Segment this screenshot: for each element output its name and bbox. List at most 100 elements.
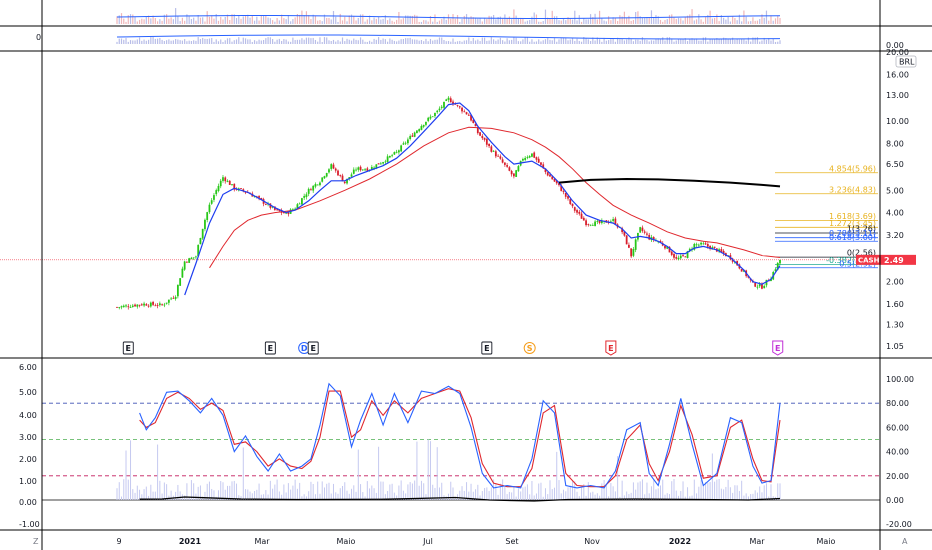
candle-body xyxy=(589,224,592,226)
oscillator-volume-bar xyxy=(603,479,605,500)
volume-bar xyxy=(745,40,747,44)
candle-body xyxy=(600,220,603,224)
volume-bar xyxy=(675,40,677,44)
volume-bar xyxy=(425,38,427,44)
candle-body xyxy=(677,257,680,260)
volume-bar xyxy=(553,16,556,24)
volume-bar xyxy=(465,14,468,24)
volume-bar xyxy=(222,41,224,44)
price-pane[interactable]: 20.00 16.00 13.00 10.00 8.00 6.50 5.00 4.00 3.20… xyxy=(0,48,932,359)
volume-bar xyxy=(732,37,734,44)
candle-body xyxy=(646,233,648,235)
oscillator-volume-bar xyxy=(747,496,749,500)
oscillator-volume-bar xyxy=(265,490,267,500)
volume-bar xyxy=(330,19,332,24)
volume-bar xyxy=(323,14,326,24)
volume-bar xyxy=(603,20,605,24)
volume-bar xyxy=(626,39,628,44)
candle-body xyxy=(382,162,385,164)
candle-body xyxy=(334,168,337,171)
volume-bar xyxy=(328,17,330,24)
oscillator-right-tick: -20.00 xyxy=(886,520,912,529)
fibonacci-extension[interactable]: 4.854(5.96) 3.236(4.83) 1.618(3.69)1.272(3… xyxy=(775,164,878,268)
oscillator-pane[interactable]: 6.00 5.00 4.00 3.00 2.00 1.00 0.00 -1.00 100.00… xyxy=(0,363,932,531)
volume-bar xyxy=(382,18,384,24)
oscillator-volume-bar xyxy=(260,494,262,500)
candle-body xyxy=(643,231,646,233)
zoom-button[interactable]: Z xyxy=(33,537,39,546)
auto-scale-button[interactable]: A xyxy=(902,537,908,546)
candle-body xyxy=(436,110,439,113)
volume-bar xyxy=(156,38,159,44)
candle-body xyxy=(330,164,333,169)
volume-bar xyxy=(335,41,337,44)
oscillator-volume-bar xyxy=(698,486,700,500)
currency-label: BRL xyxy=(899,58,915,67)
volume-bar xyxy=(129,14,132,24)
oscillator-volume-bar xyxy=(499,483,501,500)
oscillator-volume-bar xyxy=(551,489,553,500)
candle-body xyxy=(628,244,630,248)
volume-bar xyxy=(668,14,671,24)
volume-bar xyxy=(734,18,736,24)
volume-bar xyxy=(190,41,193,44)
volume-bar xyxy=(249,17,251,24)
volume-bar xyxy=(655,15,657,24)
candle-body xyxy=(377,163,380,165)
oscillator-volume-bar xyxy=(702,484,704,500)
volume-bar xyxy=(628,15,630,24)
candle-body xyxy=(434,112,436,117)
oscillator-volume-bar xyxy=(547,494,549,500)
oscillator-volume-bar xyxy=(398,485,400,500)
oscillator-volume-bar xyxy=(714,481,716,500)
volume-bar xyxy=(287,15,289,24)
candle-body xyxy=(179,278,182,286)
oscillator-volume-bar xyxy=(233,480,235,500)
candle-body xyxy=(679,255,682,259)
volume-bar xyxy=(774,41,777,44)
volume-bar xyxy=(598,10,601,24)
volume-bar xyxy=(711,39,713,44)
volume-bar xyxy=(350,40,353,44)
candle-body xyxy=(591,225,594,226)
time-axis[interactable]: 9 2021 Mar Maio Jul Set Nov 2022 Mar Maio xyxy=(116,537,835,546)
oscillator-volume-bar xyxy=(506,494,508,500)
volume-bar xyxy=(777,41,779,44)
symbol-price-tag[interactable]: CASH3 2.49 xyxy=(856,254,916,265)
candle-body xyxy=(325,173,328,177)
candle-body xyxy=(688,248,691,251)
candle-body xyxy=(192,257,195,259)
oscillator-volume-bar xyxy=(461,486,463,500)
volume-bar xyxy=(621,16,623,24)
oscillator-volume-bar xyxy=(772,496,774,500)
candle-body xyxy=(217,185,220,191)
volume-bar xyxy=(278,38,280,44)
oscillator-left-tick: 2.00 xyxy=(19,455,37,464)
volume-bar xyxy=(535,14,538,24)
volume-bar xyxy=(526,37,529,44)
volume-pane[interactable]: 0 0.00 xyxy=(0,8,932,52)
candle-body xyxy=(587,224,590,225)
oscillator-volume-bar xyxy=(687,487,689,500)
candle-body xyxy=(145,304,148,306)
volume-bar xyxy=(120,38,123,44)
volume-bar xyxy=(188,40,190,44)
candle-body xyxy=(718,249,721,252)
volume-bar xyxy=(630,20,632,24)
oscillator-volume-bar xyxy=(594,494,596,500)
oscillator-volume-bar xyxy=(587,482,589,500)
oscillator-volume-bar xyxy=(531,480,533,500)
candle-body xyxy=(452,101,454,104)
candle-body xyxy=(167,299,170,303)
volume-bar xyxy=(461,41,463,44)
volume-bar xyxy=(571,38,574,44)
volume-bar xyxy=(727,16,729,24)
oscillator-volume-bar xyxy=(348,493,350,500)
volume-bar xyxy=(752,17,754,24)
volume-bar xyxy=(580,41,583,44)
oscillator-left-tick: -1.00 xyxy=(19,520,40,529)
volume-bar xyxy=(520,41,522,44)
volume-bar xyxy=(407,38,409,44)
